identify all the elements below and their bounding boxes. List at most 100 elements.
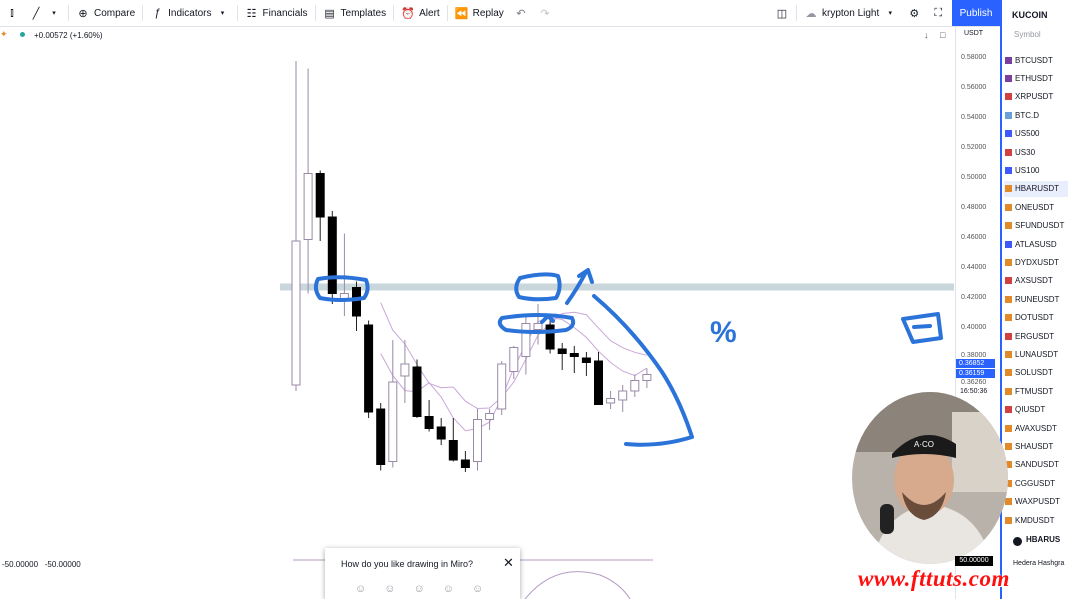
redo-icon: ↷ xyxy=(540,7,550,20)
candle xyxy=(630,374,640,397)
watchlist-row[interactable]: AVAXUSDT xyxy=(1004,420,1068,436)
watchlist-row[interactable]: FTMUSDT xyxy=(1004,383,1068,399)
candle-body xyxy=(315,173,325,218)
candle xyxy=(352,281,361,331)
candle-body xyxy=(485,413,495,420)
symbol-flag-icon xyxy=(1005,461,1012,469)
undo-button[interactable]: ↶ xyxy=(509,0,533,26)
candle-body xyxy=(400,363,410,377)
templates-button[interactable]: ▤ Templates xyxy=(318,0,392,26)
fullscreen-button[interactable]: ⛶ xyxy=(926,0,950,26)
candle xyxy=(497,361,507,415)
candle-body xyxy=(303,173,313,240)
rating-face-1-icon[interactable]: ☺ xyxy=(355,583,367,595)
watchlist-row[interactable]: SFUNDUSDT xyxy=(1004,218,1068,234)
candle xyxy=(303,68,313,294)
watchlist-row[interactable]: KMDUSDT xyxy=(1004,512,1068,528)
watchlist-row[interactable]: BTC.D xyxy=(1004,107,1068,123)
watchlist-row[interactable]: XRPUSDT xyxy=(1004,89,1068,105)
watchlist-symbol: DOTUSDT xyxy=(1015,313,1054,323)
candle xyxy=(315,170,325,241)
theme-selector[interactable]: ☁ krypton Light ▾ xyxy=(799,0,902,26)
watchlist-row[interactable]: BTCUSDT xyxy=(1004,52,1068,68)
maximize-icon[interactable]: □ xyxy=(940,30,946,40)
rating-face-4-icon[interactable]: ☺ xyxy=(442,583,454,595)
candle xyxy=(557,343,567,370)
compare-button[interactable]: ⊕ Compare xyxy=(71,0,140,26)
symbol-flag-icon xyxy=(1005,516,1012,524)
candle xyxy=(485,409,495,430)
watchlist-row[interactable]: SOLUSDT xyxy=(1004,365,1068,381)
toolbar-divider xyxy=(142,5,144,21)
line-style-button[interactable]: ╱ ▾ xyxy=(24,0,66,26)
price-tick: 0.40000 xyxy=(961,324,987,331)
candle xyxy=(448,418,458,462)
watchlist-symbol: US100 xyxy=(1015,165,1040,175)
candle-body xyxy=(581,357,591,363)
symbol-flag-icon xyxy=(1005,406,1012,414)
price-tick: 0.36260 xyxy=(961,379,987,386)
watchlist-row[interactable]: LUNAUSDT xyxy=(1004,346,1068,362)
watchlist-row[interactable]: QIUSDT xyxy=(1004,402,1068,418)
redo-button[interactable]: ↷ xyxy=(533,0,557,26)
watchlist-row[interactable]: AXSUSDT xyxy=(1004,273,1068,289)
watchlist-row[interactable]: RUNEUSDT xyxy=(1004,291,1068,307)
layout-button[interactable]: ◫ xyxy=(770,0,794,26)
symbol-flag-icon xyxy=(1005,498,1012,506)
indicators-button[interactable]: ƒ Indicators ▾ xyxy=(145,0,234,26)
watchlist-row[interactable]: ONEUSDT xyxy=(1004,199,1068,215)
watchlist-symbol: BTCUSDT xyxy=(1015,55,1053,65)
replay-button[interactable]: ⏪ Replay xyxy=(450,0,509,26)
candle-body xyxy=(473,419,482,462)
price-tick: 0.38000 xyxy=(961,352,987,359)
watchlist-row[interactable]: US100 xyxy=(1004,162,1068,178)
watchlist-exchange[interactable]: KUCOIN xyxy=(1012,10,1048,20)
publish-button[interactable]: Publish xyxy=(952,0,1000,26)
watchlist-row[interactable]: SANDUSDT xyxy=(1004,457,1068,473)
price-chart[interactable] xyxy=(0,27,955,599)
scroll-down-icon[interactable]: ↓ xyxy=(924,30,929,40)
price-tick: 0.56000 xyxy=(961,84,987,91)
plus-circle-icon: ⊕ xyxy=(78,7,88,20)
watchlist-row[interactable]: DYDXUSDT xyxy=(1004,254,1068,270)
watchlist-row[interactable]: ETHUSDT xyxy=(1004,70,1068,86)
candle xyxy=(400,340,410,403)
rating-face-3-icon[interactable]: ☺ xyxy=(413,583,425,595)
financials-button[interactable]: ☷ Financials xyxy=(240,0,313,26)
watchlist-row[interactable]: DOTUSDT xyxy=(1004,310,1068,326)
miro-question: How do you like drawing in Miro? xyxy=(341,559,474,569)
candle-body xyxy=(436,426,446,440)
function-icon: ƒ xyxy=(154,7,161,19)
alert-button[interactable]: ⏰ Alert xyxy=(396,0,445,26)
watchlist-row[interactable]: SHAUSDT xyxy=(1004,438,1068,454)
price-tick: 0.58000 xyxy=(961,54,987,61)
financials-icon: ☷ xyxy=(246,7,257,20)
toolbar-right-group: ◫ ☁krypton Light▾ ⚙ ⛶ ▣ xyxy=(770,0,974,26)
settings-gear-small-icon[interactable]: ✦ xyxy=(0,29,8,39)
watchlist-symbol: LUNAUSDT xyxy=(1015,349,1059,359)
candle-body xyxy=(364,324,374,413)
watchlist-row[interactable]: US30 xyxy=(1004,144,1068,160)
toolbar-divider xyxy=(68,5,69,21)
watchlist-row[interactable]: CGGUSDT xyxy=(1004,475,1068,491)
watchlist-row[interactable]: US500 xyxy=(1004,126,1068,142)
candle-body xyxy=(291,240,301,386)
legend-change-value: +0.00572 (+1.60%) xyxy=(34,31,103,40)
close-icon[interactable]: ✕ xyxy=(503,555,514,570)
toolbar-divider xyxy=(393,5,395,21)
watchlist-column-header[interactable]: Symbol xyxy=(1014,30,1041,39)
watchlist-symbol: QIUSDT xyxy=(1015,405,1046,415)
line-chart-icon: ╱ xyxy=(32,7,40,20)
watchlist-row[interactable]: HBARUSDT xyxy=(1004,180,1068,197)
watchlist-row[interactable]: ATLASUSD xyxy=(1004,236,1068,252)
horizontal-level-line[interactable] xyxy=(280,283,954,291)
symbol-flag-icon xyxy=(1005,185,1012,193)
top-toolbar: ⫾ ╱ ▾ ⊕ Compare ƒ Indicators ▾ ☷ Financials ▤… xyxy=(0,0,1000,27)
rating-face-2-icon[interactable]: ☺ xyxy=(384,583,396,595)
candle-body xyxy=(642,374,652,381)
bar-style-button[interactable]: ⫾ xyxy=(0,0,24,26)
settings-button[interactable]: ⚙ xyxy=(902,0,926,26)
watchlist-row[interactable]: ERGUSDT xyxy=(1004,328,1068,344)
rating-face-5-icon[interactable]: ☺ xyxy=(471,583,484,595)
watchlist-row[interactable]: WAXPUSDT xyxy=(1004,494,1068,510)
